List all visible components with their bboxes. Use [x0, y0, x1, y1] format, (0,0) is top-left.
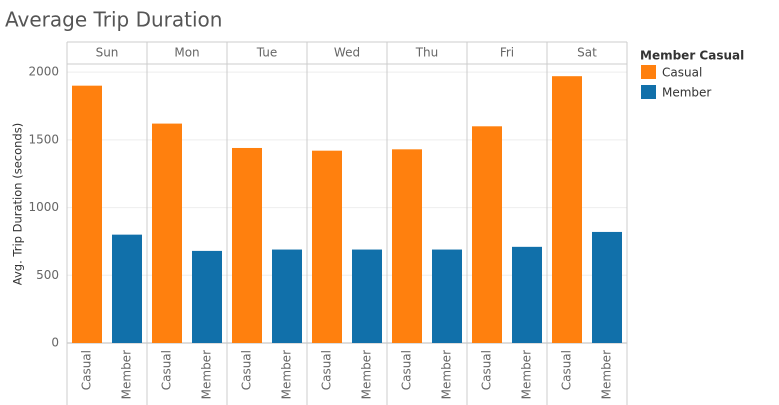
panel-header: Tue	[256, 46, 278, 60]
y-tick-label: 1000	[28, 200, 59, 214]
bar	[112, 234, 142, 343]
x-tick-label: Member	[280, 350, 294, 399]
x-tick-label: Member	[440, 350, 454, 399]
bar	[192, 250, 222, 343]
chart-title: Average Trip Duration	[5, 8, 222, 32]
x-tick-label: Member	[200, 350, 214, 399]
legend-label: Member	[662, 86, 711, 100]
bar	[432, 249, 462, 343]
legend-title: Member Casual	[640, 49, 744, 63]
y-tick-label: 0	[51, 336, 59, 350]
x-tick-label: Member	[120, 350, 134, 399]
x-tick-label: Member	[520, 350, 534, 399]
bar	[72, 85, 102, 343]
x-tick-label: Casual	[240, 350, 254, 390]
x-tick-label: Casual	[560, 350, 574, 390]
legend-swatch	[641, 65, 656, 79]
bar	[392, 149, 422, 343]
bar	[152, 123, 182, 344]
x-tick-label: Member	[600, 350, 614, 399]
panel-header: Sun	[96, 46, 119, 60]
bar	[312, 150, 342, 343]
bar	[352, 249, 382, 343]
y-tick-label: 2000	[28, 65, 59, 79]
y-tick-label: 500	[36, 268, 59, 282]
panel-header: Mon	[174, 46, 199, 60]
bar	[512, 246, 542, 343]
x-tick-label: Casual	[480, 350, 494, 390]
panel-header: Wed	[334, 46, 360, 60]
x-tick-label: Member	[360, 350, 374, 399]
x-tick-label: Casual	[80, 350, 94, 390]
x-tick-label: Casual	[160, 350, 174, 390]
legend-label: Casual	[662, 66, 702, 80]
bar	[592, 231, 622, 343]
legend-swatch	[641, 85, 656, 99]
bar	[272, 249, 302, 343]
x-tick-label: Casual	[400, 350, 414, 390]
bar	[472, 126, 502, 344]
bar	[552, 76, 582, 343]
x-tick-label: Casual	[320, 350, 334, 390]
y-tick-label: 1500	[28, 132, 59, 146]
y-axis-label: Avg. Trip Duration (seconds)	[11, 123, 25, 285]
panel-header: Fri	[500, 46, 514, 60]
panel-header: Sat	[577, 46, 597, 60]
bar	[232, 147, 262, 343]
panel-header: Thu	[415, 46, 439, 60]
